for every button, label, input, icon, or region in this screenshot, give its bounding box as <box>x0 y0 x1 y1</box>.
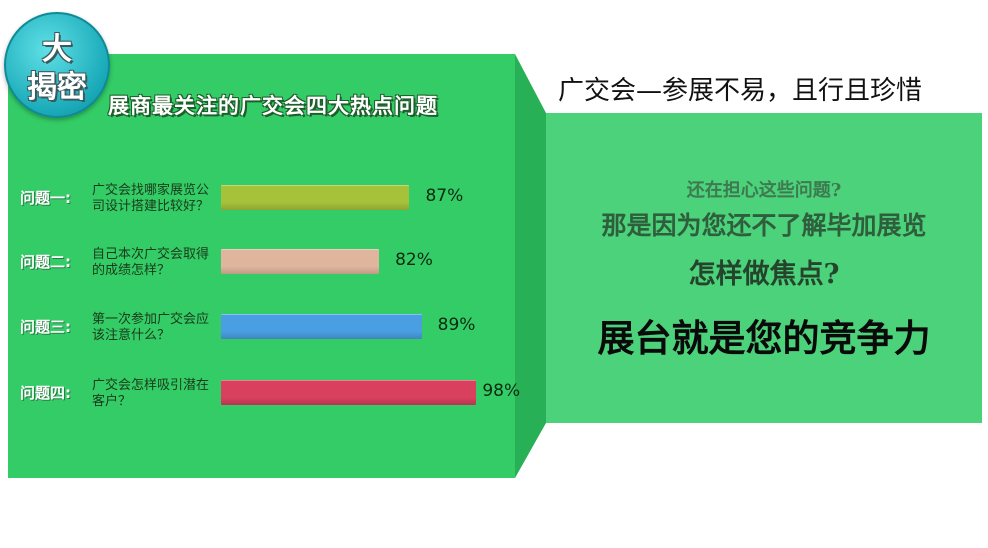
promo-line3: 怎样做焦点? <box>688 259 840 290</box>
chart-title: 展商最关注的广交会四大热点问题 <box>108 94 438 118</box>
value-label: 87% <box>425 186 464 206</box>
value-label: 82% <box>395 250 433 270</box>
promo-line2: 那是因为您还不了解毕加展览 <box>601 211 927 240</box>
page-heading: 广交会—参展不易，且行且珍惜 <box>558 76 923 106</box>
badge-line1: 大 <box>42 32 72 67</box>
question-label: 问题一: <box>20 189 71 207</box>
promo-panel <box>546 113 982 423</box>
question-label: 问题二: <box>20 253 71 271</box>
question-label: 问题四: <box>20 384 71 402</box>
promo-line4: 展台就是您的竞争力 <box>597 316 931 360</box>
badge-line2: 揭密 <box>27 70 87 105</box>
bar <box>221 380 477 405</box>
bar <box>221 314 422 339</box>
question-text: 广交会怎样吸引潜在客户？ <box>92 378 210 409</box>
reveal-badge: 大 揭密 <box>4 12 110 118</box>
bar <box>221 249 380 274</box>
promo-line1: 还在担心这些问题? <box>686 180 842 201</box>
question-text: 自己本次广交会取得的成绩怎样？ <box>92 247 210 278</box>
question-text: 第一次参加广交会应该注意什么？ <box>92 312 210 343</box>
value-label: 89% <box>437 315 476 335</box>
question-text: 广交会找哪家展览公司设计搭建比较好？ <box>92 183 210 214</box>
bar <box>221 185 410 210</box>
value-label: 98% <box>482 381 521 401</box>
question-label: 问题三: <box>20 318 71 336</box>
